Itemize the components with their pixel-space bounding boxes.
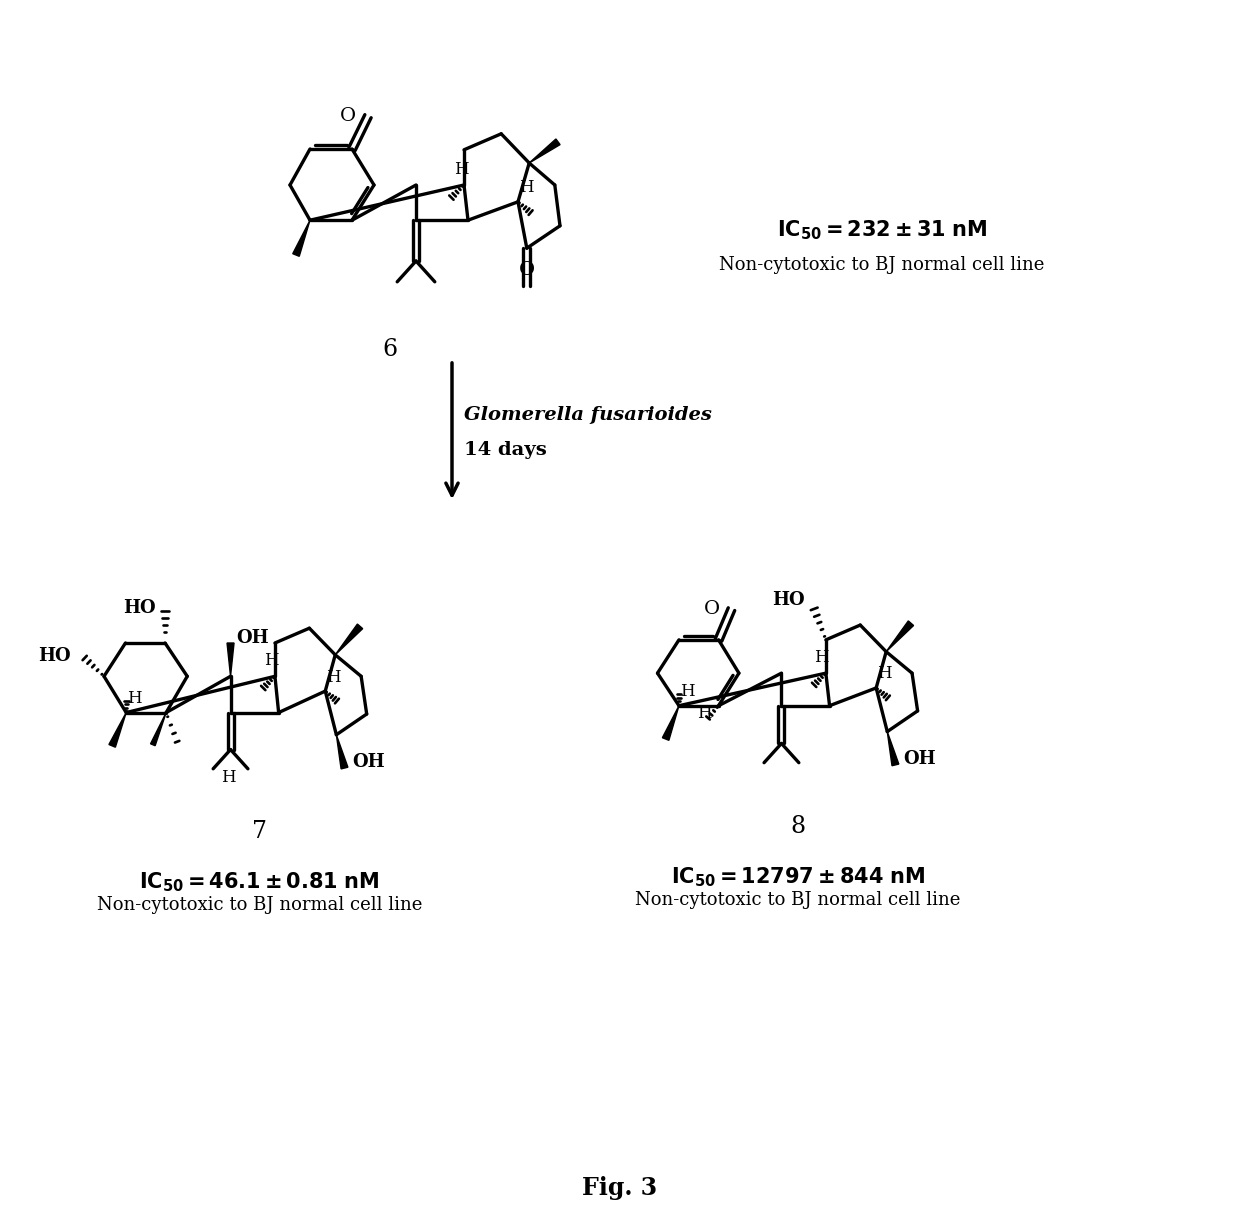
- Text: Non-cytotoxic to BJ normal cell line: Non-cytotoxic to BJ normal cell line: [635, 891, 961, 908]
- Text: 14 days: 14 days: [464, 441, 547, 459]
- Text: 8: 8: [791, 815, 806, 838]
- Polygon shape: [888, 732, 899, 766]
- Text: 6: 6: [382, 338, 398, 361]
- Text: 7: 7: [252, 820, 267, 843]
- Text: H: H: [518, 179, 533, 196]
- Text: H: H: [680, 683, 694, 700]
- Polygon shape: [887, 621, 914, 651]
- Polygon shape: [529, 140, 560, 163]
- Text: H: H: [815, 649, 830, 666]
- Text: HO: HO: [123, 599, 155, 617]
- Text: Fig. 3: Fig. 3: [583, 1176, 657, 1200]
- Text: H: H: [326, 668, 341, 685]
- Polygon shape: [335, 624, 362, 655]
- Text: Non-cytotoxic to BJ normal cell line: Non-cytotoxic to BJ normal cell line: [719, 256, 1044, 274]
- Polygon shape: [293, 220, 310, 256]
- Text: H: H: [454, 160, 469, 177]
- Polygon shape: [662, 706, 680, 741]
- Text: HO: HO: [38, 647, 71, 665]
- Text: H: H: [697, 705, 712, 722]
- Text: Glomerella fusarioides: Glomerella fusarioides: [464, 406, 712, 424]
- Text: H: H: [221, 769, 236, 786]
- Text: H: H: [126, 690, 141, 707]
- Text: $\mathbf{IC_{50} = 46.1 \pm 0.81\ nM}$: $\mathbf{IC_{50} = 46.1 \pm 0.81\ nM}$: [139, 870, 379, 895]
- Text: $\mathbf{IC_{50} = 232 \pm 31\ nM}$: $\mathbf{IC_{50} = 232 \pm 31\ nM}$: [776, 218, 987, 242]
- Polygon shape: [336, 734, 348, 769]
- Polygon shape: [227, 643, 234, 677]
- Polygon shape: [150, 712, 166, 745]
- Text: O: O: [703, 600, 719, 618]
- Text: $\mathbf{IC_{50} = 12797 \pm 844\ nM}$: $\mathbf{IC_{50} = 12797 \pm 844\ nM}$: [671, 865, 925, 889]
- Text: OH: OH: [352, 753, 384, 771]
- Text: OH: OH: [237, 629, 269, 647]
- Text: Non-cytotoxic to BJ normal cell line: Non-cytotoxic to BJ normal cell line: [97, 896, 422, 914]
- Text: HO: HO: [773, 591, 805, 610]
- Text: O: O: [518, 261, 534, 279]
- Text: H: H: [264, 652, 278, 668]
- Text: H: H: [877, 666, 892, 683]
- Text: OH: OH: [903, 750, 936, 767]
- Polygon shape: [109, 712, 126, 747]
- Text: O: O: [340, 108, 356, 125]
